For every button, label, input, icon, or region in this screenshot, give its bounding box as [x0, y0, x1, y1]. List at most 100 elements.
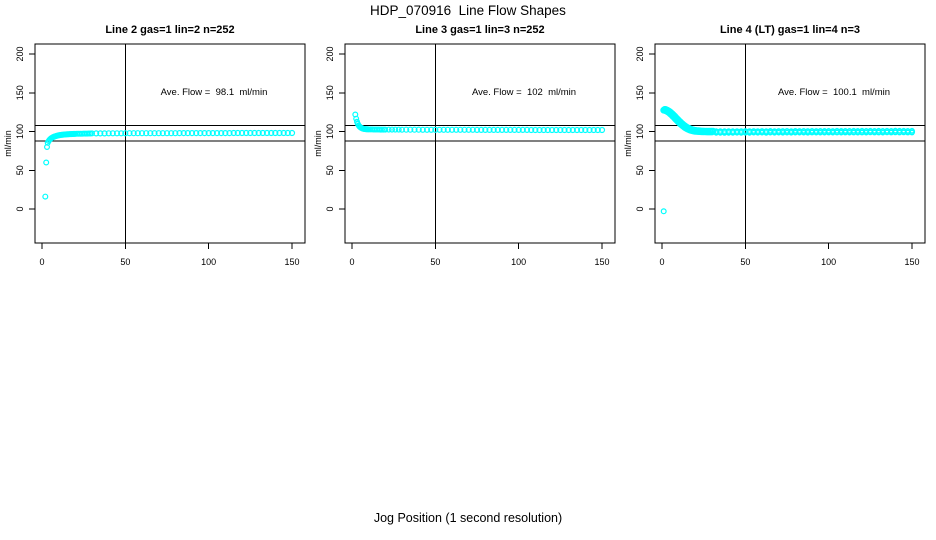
plot-box — [654, 43, 926, 244]
y-tick-label: 200 — [635, 46, 645, 61]
y-axis-label: ml/min — [623, 130, 633, 157]
data-point — [143, 130, 150, 137]
data-point — [222, 129, 229, 137]
data-point — [276, 129, 283, 137]
data-point — [453, 126, 460, 133]
data-point — [428, 126, 435, 133]
data-point — [280, 129, 287, 137]
data-point — [193, 129, 200, 137]
data-point — [353, 115, 360, 122]
y-tick-label: 0 — [635, 206, 645, 211]
x-tick-label: 150 — [284, 257, 299, 267]
y-tick-label: 100 — [325, 124, 335, 139]
data-point — [288, 129, 296, 137]
data-point — [209, 129, 216, 137]
data-point — [126, 130, 133, 137]
data-point — [259, 129, 266, 137]
panel-line-3-title: Line 3 gas=1 lin=3 n=252 — [415, 24, 545, 36]
reference-lines — [655, 44, 925, 243]
data-point — [440, 126, 447, 133]
data-point — [594, 126, 601, 134]
y-tick-label: 150 — [15, 85, 25, 100]
data-point — [565, 126, 572, 134]
data-point — [507, 126, 514, 134]
data-point — [385, 126, 392, 133]
y-tick-label: 150 — [325, 85, 335, 100]
plot-box — [34, 43, 306, 244]
x-tick-label: 100 — [821, 257, 836, 267]
data-points-steady-flow — [93, 129, 296, 137]
data-point — [188, 129, 196, 137]
data-point — [486, 126, 493, 134]
data-point — [436, 126, 443, 133]
data-point — [536, 126, 543, 134]
x-axis: 0 50 100 150 — [349, 243, 610, 267]
data-point — [218, 129, 225, 137]
y-tick-label: 50 — [635, 165, 645, 175]
data-points-startup-transient-run2 — [661, 105, 717, 135]
data-point — [42, 193, 49, 200]
data-point — [88, 130, 95, 137]
data-point — [457, 126, 464, 133]
data-point — [184, 129, 191, 137]
data-point — [97, 130, 104, 137]
data-point — [478, 126, 485, 134]
data-point — [284, 129, 291, 137]
x-tick-label: 100 — [511, 257, 526, 267]
panel-line-2-ave-flow-annotation: Ave. Flow = 98.1 ml/min — [160, 87, 268, 98]
data-point — [578, 126, 585, 134]
data-point — [105, 130, 112, 137]
data-point — [101, 130, 108, 137]
data-point — [419, 126, 426, 133]
data-point — [138, 130, 146, 137]
data-point — [573, 126, 581, 134]
x-tick-label: 50 — [120, 257, 130, 267]
data-point — [582, 126, 589, 134]
data-point — [388, 126, 395, 133]
data-point — [159, 130, 166, 137]
data-point — [444, 126, 451, 133]
data-point — [432, 126, 439, 133]
data-point — [503, 126, 510, 134]
data-point — [519, 126, 526, 134]
data-point — [561, 126, 568, 134]
x-tick-label: 50 — [740, 257, 750, 267]
panel-line-4-plot: 0 50 100 150 0 50 100 150 200 ml/min — [623, 43, 926, 267]
data-point — [122, 130, 129, 137]
data-point — [407, 126, 414, 133]
x-tick-label: 0 — [349, 257, 354, 267]
data-point — [403, 126, 410, 133]
x-axis-label: Jog Position (1 second resolution) — [373, 511, 563, 525]
panel-line-4: Line 4 (LT) gas=1 lin=4 n=3 0 50 100 150 0 50… — [622, 18, 930, 278]
data-point — [155, 130, 162, 137]
data-point — [176, 129, 183, 137]
data-point — [395, 126, 402, 133]
y-tick-label: 0 — [15, 206, 25, 211]
data-point — [494, 126, 501, 134]
reference-lines — [35, 44, 305, 243]
y-axis-label: ml/min — [3, 130, 13, 157]
data-point — [382, 126, 389, 133]
data-point — [392, 126, 399, 133]
data-point — [201, 129, 208, 137]
y-tick-label: 100 — [635, 124, 645, 139]
x-axis: 0 50 100 150 — [39, 243, 300, 267]
data-point — [230, 129, 237, 137]
data-point — [197, 129, 204, 137]
y-tick-label: 200 — [325, 46, 335, 61]
data-point — [557, 126, 564, 134]
panel-line-2-plot: 0 50 100 150 0 50 100 150 200 ml/min — [3, 43, 306, 267]
y-axis: 0 50 100 150 200 — [325, 46, 345, 212]
data-point — [469, 126, 476, 133]
panel-line-3: Line 3 gas=1 lin=3 n=252 0 50 100 150 0 50 100… — [312, 18, 620, 278]
data-point — [528, 126, 535, 134]
data-point — [415, 126, 422, 133]
data-point — [482, 126, 489, 134]
panel-line-3-plot: 0 50 100 150 0 50 100 150 200 ml/min — [313, 43, 616, 267]
data-point — [243, 129, 250, 137]
data-point — [548, 126, 556, 134]
data-point — [93, 130, 100, 137]
data-point — [660, 208, 667, 215]
data-point — [147, 130, 154, 137]
